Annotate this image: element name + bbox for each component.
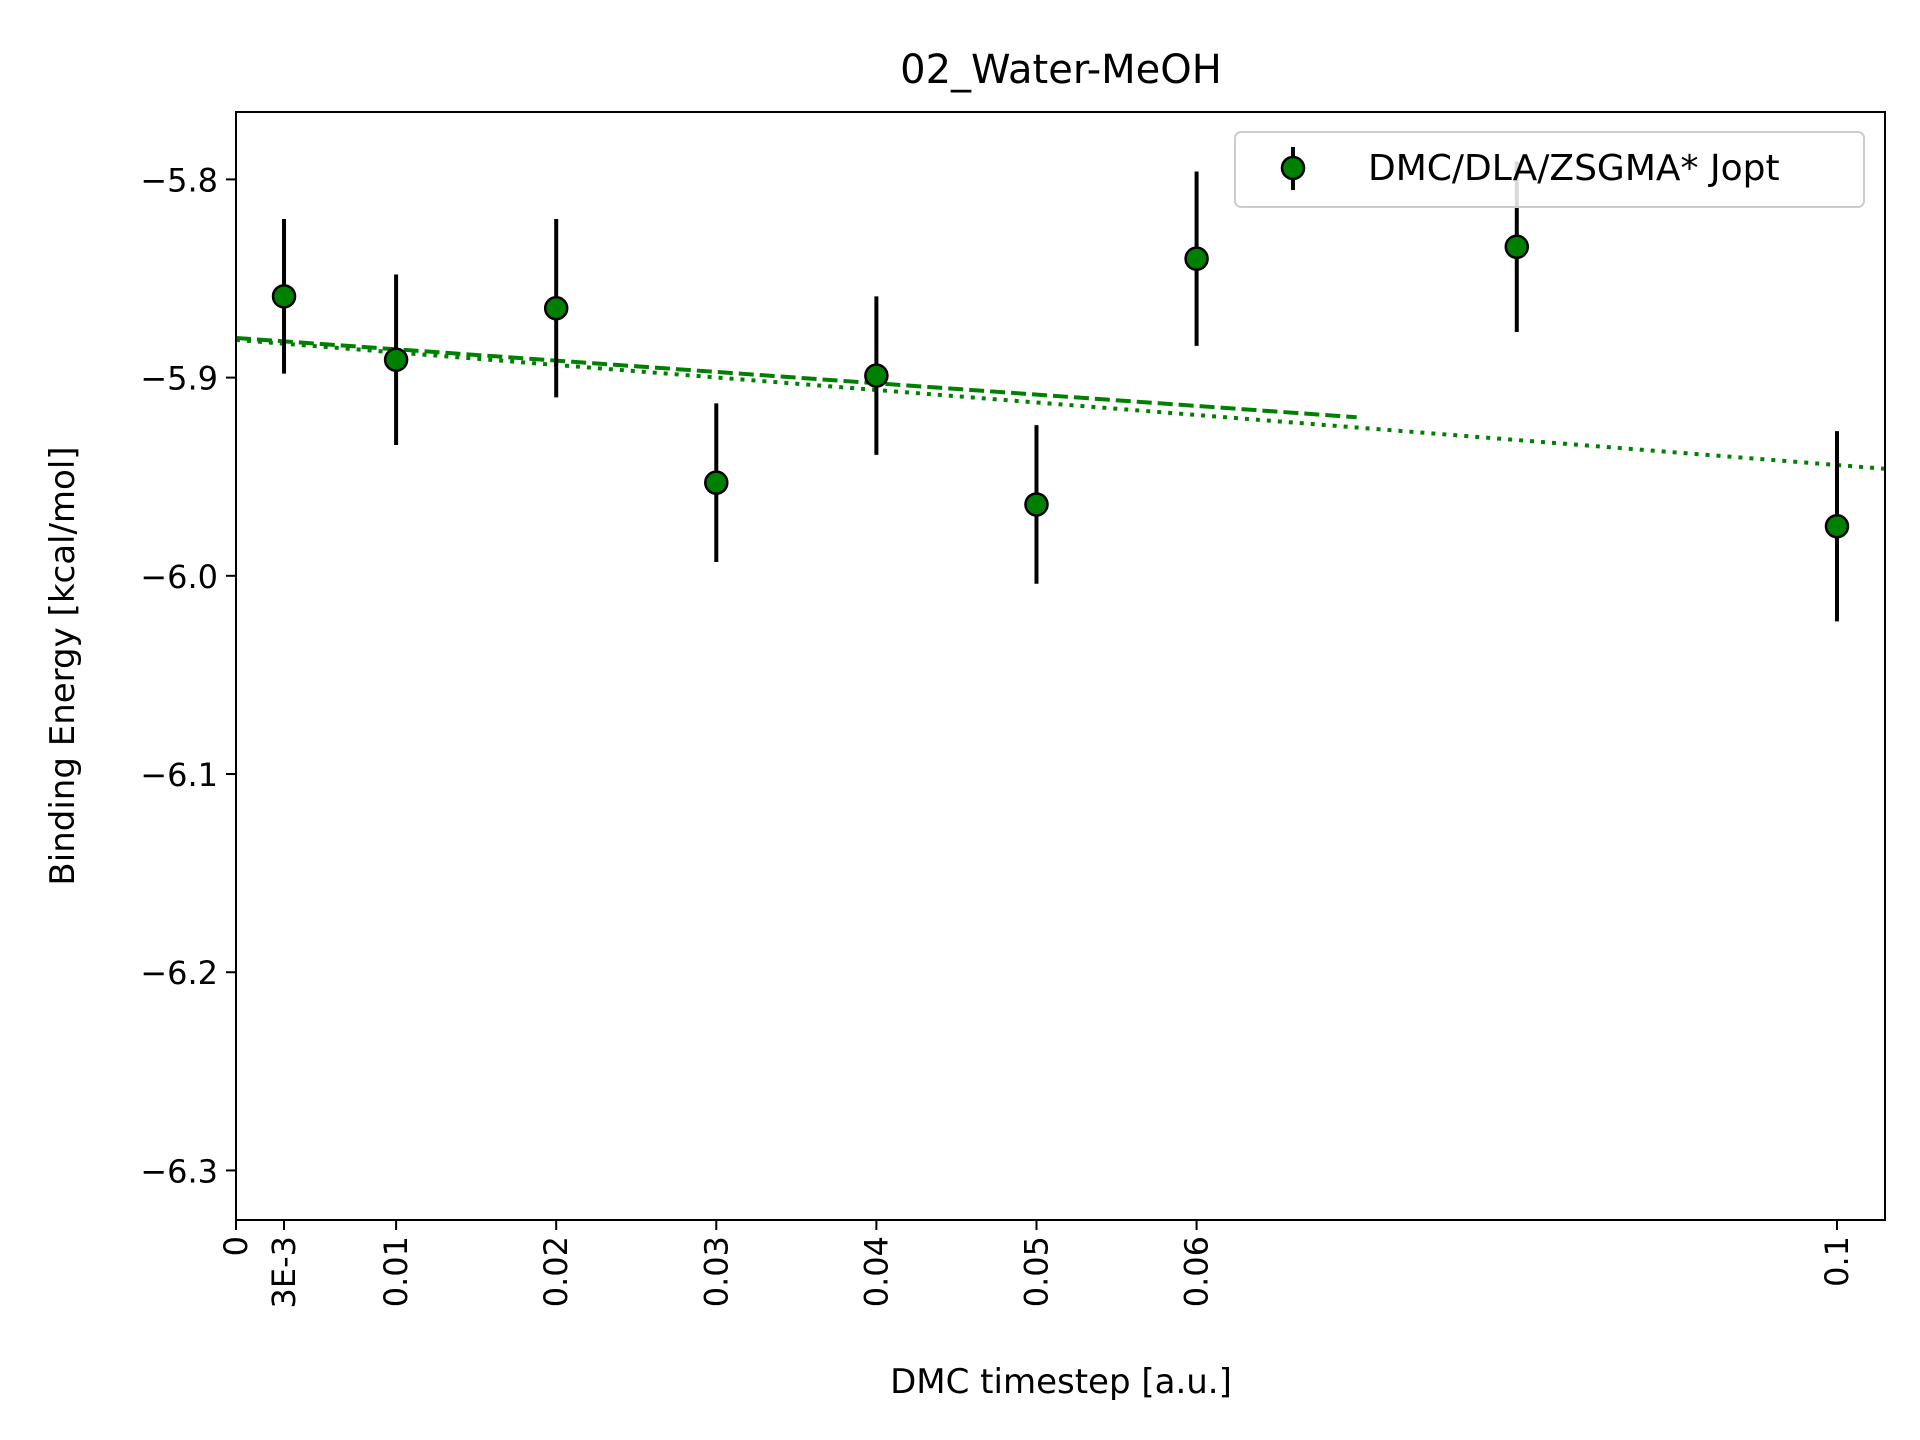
y-tick-label: −6.0	[140, 558, 218, 596]
data-point	[1824, 514, 1850, 539]
x-tick-label: 0.04	[857, 1236, 895, 1307]
x-tick-label: 0.1	[1818, 1236, 1856, 1287]
data-point-group	[864, 296, 889, 455]
legend-marker	[1280, 155, 1306, 181]
data-point-group	[383, 274, 409, 445]
x-tick-label: 0.02	[537, 1236, 575, 1307]
data-point-group	[543, 219, 569, 398]
x-tick-label: 0.06	[1178, 1236, 1216, 1307]
fit-lines	[235, 335, 1886, 471]
legend-box	[1234, 131, 1865, 208]
data-point	[271, 284, 297, 309]
chart-title: 02_Water-MeOH	[900, 47, 1222, 93]
y-tick-label: −5.9	[140, 360, 218, 398]
data-series	[271, 161, 1850, 622]
x-tick-label: 0.01	[377, 1236, 415, 1307]
data-point	[383, 347, 409, 373]
data-point	[704, 470, 729, 495]
data-point-group	[1184, 171, 1209, 346]
fit-line-dotted	[235, 337, 1886, 471]
y-tick-label: −6.3	[140, 1152, 218, 1190]
data-point	[1184, 246, 1209, 271]
data-point-group	[704, 403, 729, 562]
data-point	[1024, 492, 1049, 517]
data-point-group	[271, 219, 297, 374]
y-axis-label: Binding Energy [kcal/mol]	[43, 446, 83, 885]
data-point	[1504, 234, 1530, 260]
axes: −5.8 −5.9 −6.0 −6.1 −6.2 −6.3 0 3E-3 0.01 0.02 0.0…	[140, 161, 1856, 1308]
x-tick-label: 0.03	[697, 1236, 735, 1307]
data-point-group	[1024, 425, 1049, 584]
x-tick-label: 0.05	[1017, 1236, 1055, 1307]
y-tick-label: −6.2	[140, 954, 218, 992]
data-point-group	[1824, 431, 1850, 622]
x-axis-label: DMC timestep [a.u.]	[890, 1362, 1232, 1402]
fit-line-dashed	[235, 335, 1357, 420]
plot-area-frame	[235, 111, 1886, 1221]
x-tick-label: 0	[217, 1236, 255, 1256]
legend: DMC/DLA/ZSGMA* Jopt	[1234, 131, 1865, 208]
y-tick-label: −6.1	[140, 756, 218, 794]
y-tick-label: −5.8	[140, 161, 218, 199]
legend-label: DMC/DLA/ZSGMA* Jopt	[1368, 148, 1780, 189]
x-tick-label: 3E-3	[265, 1236, 303, 1308]
data-point	[864, 363, 889, 388]
data-point	[543, 295, 569, 321]
